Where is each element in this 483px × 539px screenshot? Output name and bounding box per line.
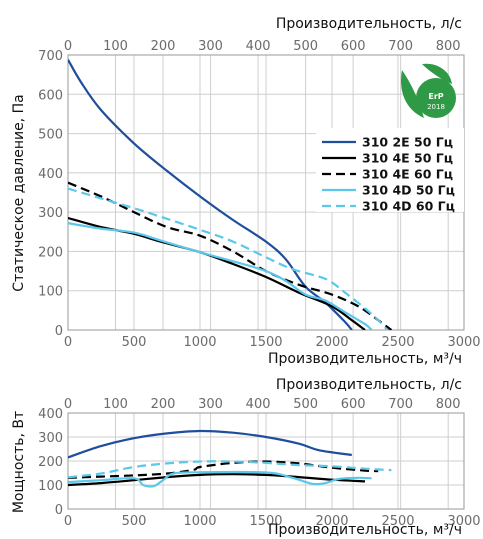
x-tick-label: 500 [122, 514, 147, 529]
series-line-2 [68, 460, 379, 479]
static-pressure-y-axis-title: Статическое давление, Па [11, 94, 27, 291]
x2-tick-label: 400 [246, 39, 271, 54]
legend-label-4: 310 4D 60 Гц [362, 199, 455, 214]
x2-tick-label: 200 [151, 39, 176, 54]
erp-logo-year: 2018 [427, 103, 445, 111]
x-tick-label: 3000 [447, 514, 480, 529]
x2-tick-label: 800 [436, 397, 461, 412]
x2-tick-label: 400 [246, 397, 271, 412]
x-tick-label: 3000 [447, 335, 480, 350]
series-line-0 [68, 59, 353, 330]
power-x-axis-title: Производительность, м³/ч [268, 522, 462, 538]
power-series [68, 429, 392, 488]
power-x-ticks: 0 500 1000 1500 2000 2500 3000 [64, 514, 481, 529]
legend-label-1: 310 4E 50 Гц [362, 151, 453, 166]
static-pressure-x-ticks: 0 500 1000 1500 2000 2500 3000 [64, 335, 481, 350]
y-tick-label: 700 [38, 49, 63, 64]
x-tick-label: 500 [122, 335, 147, 350]
y-tick-label: 0 [55, 324, 63, 339]
y-tick-label: 200 [38, 455, 63, 470]
x-tick-label: 2500 [381, 335, 414, 350]
x2-tick-label: 100 [103, 397, 128, 412]
static-pressure-x-axis-title: Производительность, м³/ч [268, 351, 462, 367]
series-line-3 [68, 222, 373, 330]
x2-tick-label: 300 [198, 397, 223, 412]
x2-tick-label: 500 [293, 39, 318, 54]
x-tick-label: 1000 [183, 514, 216, 529]
series-line-4 [68, 187, 389, 330]
legend-label-0: 310 2E 50 Гц [362, 135, 453, 150]
power-x2-axis-title: Производительность, л/с [276, 377, 462, 393]
y-tick-label: 100 [38, 479, 63, 494]
power-plot-frame [67, 412, 465, 510]
series-line-1 [68, 473, 366, 487]
static-pressure-top-x-ticks: 0 100 200 300 400 500 600 700 800 [64, 39, 461, 54]
y-tick-label: 600 [38, 88, 63, 103]
x-tick-label: 1000 [183, 335, 216, 350]
erp-leaf-top-icon [422, 63, 452, 84]
erp-leaf-left-icon [400, 70, 424, 118]
series-line-2 [68, 181, 393, 330]
x2-tick-label: 700 [388, 39, 413, 54]
x2-tick-label: 0 [64, 397, 72, 412]
x2-tick-label: 600 [341, 39, 366, 54]
x2-tick-label: 200 [151, 397, 176, 412]
x2-tick-label: 100 [103, 39, 128, 54]
static-pressure-x2-axis-title: Производительность, л/с [276, 16, 462, 32]
series-line-3 [68, 470, 372, 488]
erp-logo-text: ErP [428, 92, 443, 101]
y-tick-label: 300 [38, 431, 63, 446]
y-tick-label: 400 [38, 407, 63, 422]
y-tick-label: 400 [38, 167, 63, 182]
x2-tick-label: 600 [341, 397, 366, 412]
x-tick-label: 2500 [381, 514, 414, 529]
x-tick-label: 0 [64, 514, 72, 529]
static-pressure-series [68, 59, 393, 330]
series-line-4 [68, 460, 392, 479]
x2-tick-label: 0 [64, 39, 72, 54]
x-tick-label: 2000 [315, 514, 348, 529]
erp-logo-circle [416, 78, 456, 118]
x-tick-label: 0 [64, 335, 72, 350]
y-tick-label: 200 [38, 245, 63, 260]
x2-tick-label: 700 [388, 397, 413, 412]
legend-label-3: 310 4D 50 Гц [362, 183, 455, 198]
x2-tick-label: 800 [436, 39, 461, 54]
power-top-x-ticks: 0 100 200 300 400 500 600 700 800 [64, 397, 461, 412]
series-line-0 [68, 429, 352, 459]
x-tick-label: 1500 [249, 335, 282, 350]
x2-tick-label: 300 [198, 39, 223, 54]
y-tick-label: 500 [38, 128, 63, 143]
power-y-ticks: 0 100 200 300 400 [38, 407, 63, 518]
power-y-axis-title: Мощность, Вт [11, 411, 27, 513]
y-tick-label: 100 [38, 285, 63, 300]
static-pressure-y-ticks: 0 100 200 300 400 500 600 700 [38, 49, 63, 339]
x-tick-label: 2000 [315, 335, 348, 350]
x2-tick-label: 500 [293, 397, 318, 412]
x-tick-label: 1500 [249, 514, 282, 529]
erp-2018-logo: ErP 2018 [400, 63, 456, 118]
y-tick-label: 0 [55, 503, 63, 518]
y-tick-label: 300 [38, 206, 63, 221]
legend-label-2: 310 4E 60 Гц [362, 167, 453, 182]
